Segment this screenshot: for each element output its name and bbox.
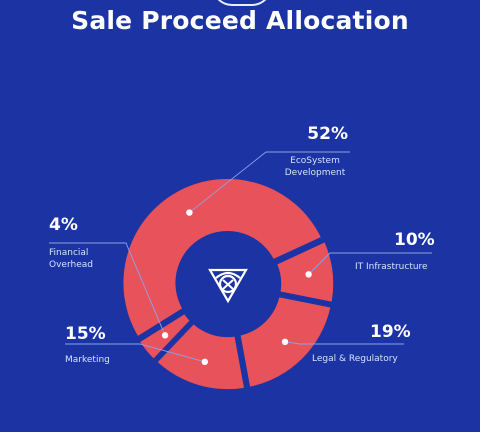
slice-name-it: IT Infrastructure <box>355 262 428 272</box>
leader-line-it <box>308 252 432 275</box>
slice-label-marketing: 15% <box>65 324 106 344</box>
slice-name-financial: Financial Overhead <box>49 248 93 270</box>
slice-pct-legal: 19% <box>370 322 411 342</box>
slice-name-ecosystem: EcoSystem Development <box>284 156 346 178</box>
slice-pct-financial: 4% <box>49 215 78 235</box>
slice-marketing <box>157 324 244 390</box>
slice-name-legal-wrap: Legal & Regulatory <box>312 353 398 365</box>
slice-dot-legal <box>281 338 289 346</box>
slice-dot-financial <box>161 332 169 339</box>
leader-line-financial <box>49 242 166 336</box>
slice-label-financial: 4% <box>49 215 78 235</box>
slice-ecosystem <box>123 178 321 336</box>
slice-name-marketing: Marketing <box>65 355 110 365</box>
slice-label-it: 10% <box>394 230 435 250</box>
slice-name-it-wrap: IT Infrastructure <box>355 261 428 273</box>
slice-dot-ecosystem <box>186 209 193 216</box>
leader-line-legal <box>284 341 404 345</box>
slice-name-legal: Legal & Regulatory <box>312 354 398 364</box>
slice-name-financial-wrap: Financial Overhead <box>49 247 109 271</box>
slice-it <box>277 242 334 302</box>
slice-name-ecosystem-wrap: EcoSystem Development <box>268 155 362 179</box>
slice-name-marketing-wrap: Marketing <box>65 354 110 366</box>
leader-line-marketing <box>65 343 205 363</box>
slice-dot-it <box>305 271 312 278</box>
slice-pct-ecosystem: 52% <box>307 124 348 144</box>
page-title: Sale Proceed Allocation <box>71 6 409 35</box>
slice-pct-marketing: 15% <box>65 324 106 344</box>
slice-dot-marketing <box>201 358 209 366</box>
slice-pct-it: 10% <box>394 230 435 250</box>
slice-label-ecosystem: 52% <box>276 124 348 144</box>
shield-triangle-logo-icon <box>208 268 248 304</box>
slice-label-legal: 19% <box>370 322 411 342</box>
leader-line-ecosystem <box>189 151 350 213</box>
